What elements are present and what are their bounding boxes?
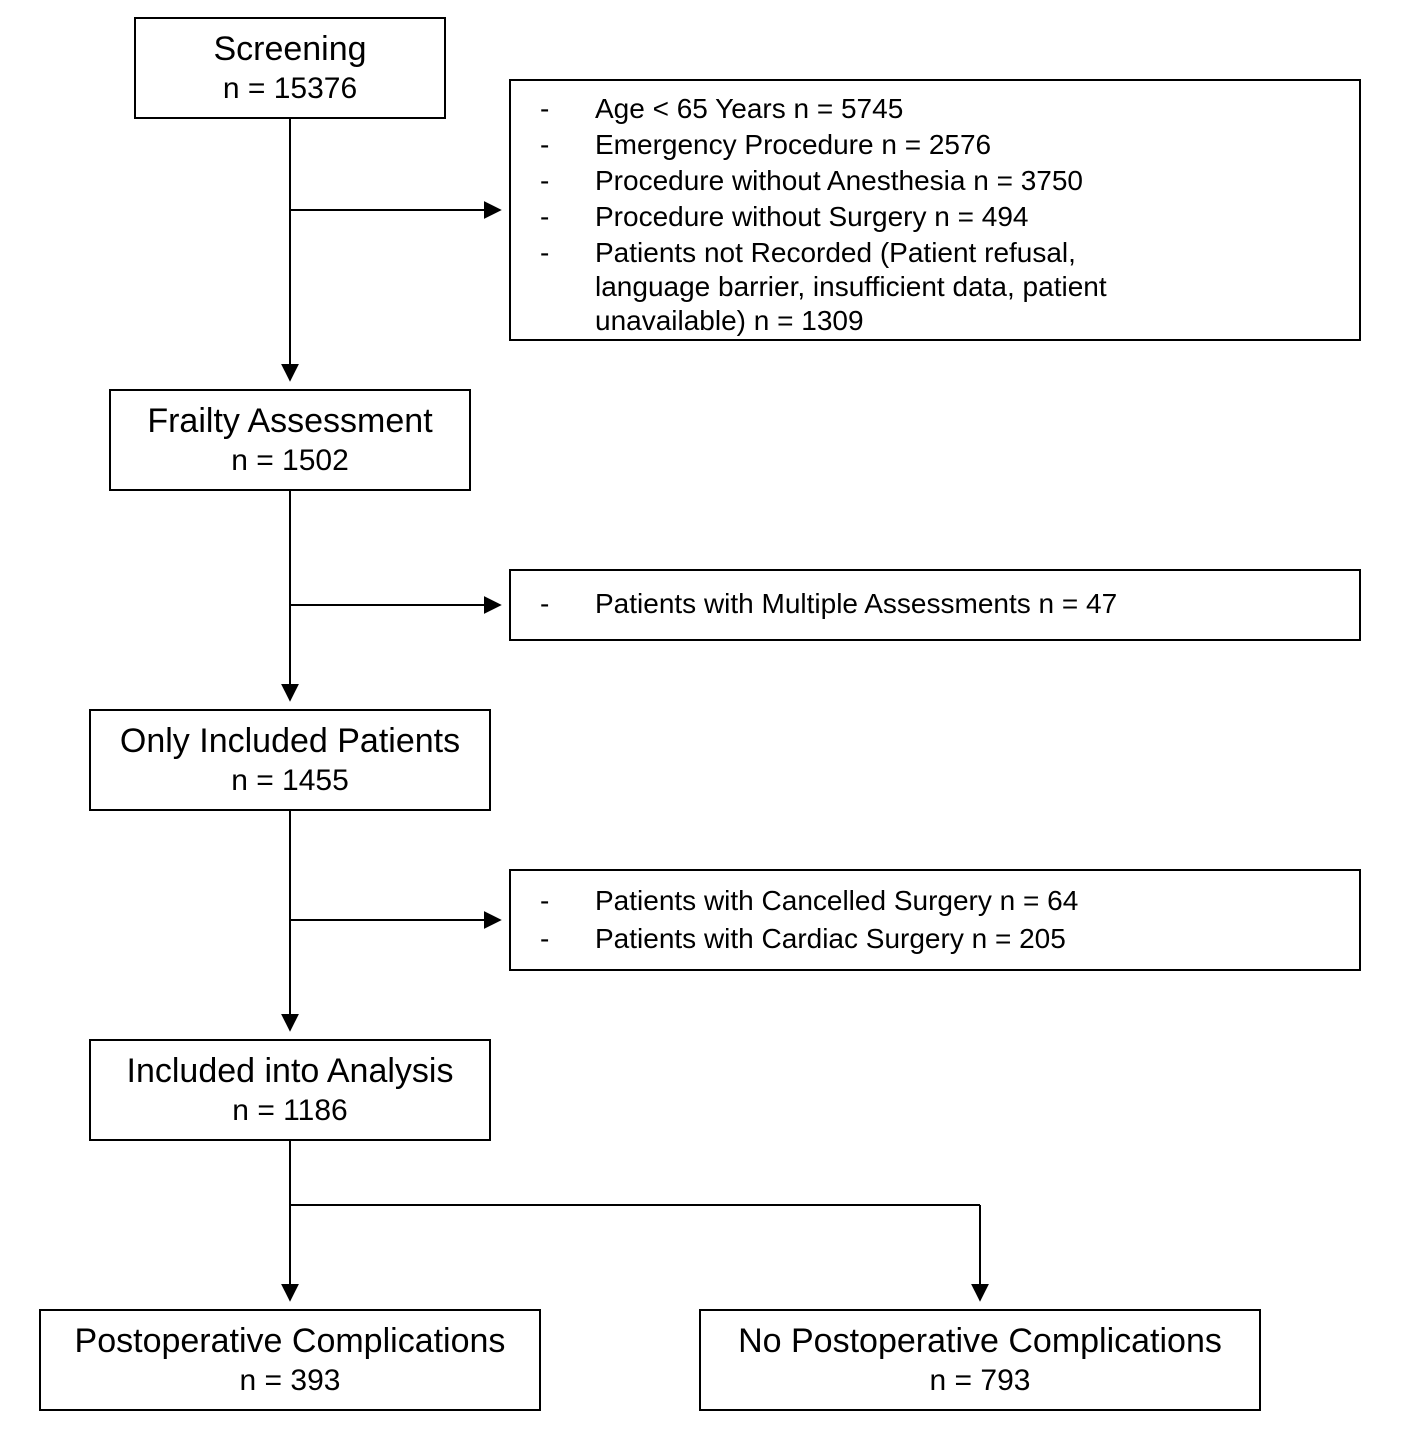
only-included-title: Only Included Patients <box>120 722 460 760</box>
only-included-n: n = 1455 <box>231 764 349 797</box>
exclusion-box-2: - Patients with Multiple Assessments n =… <box>510 570 1360 640</box>
ex1-item-2: Procedure without Anesthesia n = 3750 <box>595 165 1083 196</box>
ex1-item-1: Emergency Procedure n = 2576 <box>595 129 991 160</box>
ex1-item-3: Procedure without Surgery n = 494 <box>595 201 1028 232</box>
screening-n: n = 15376 <box>223 72 357 105</box>
svg-text:-: - <box>540 237 549 268</box>
node-frailty: Frailty Assessment n = 1502 <box>110 390 470 490</box>
exclusion-box-3: - Patients with Cancelled Surgery n = 64… <box>510 870 1360 970</box>
node-no-postop-complications: No Postoperative Complications n = 793 <box>700 1310 1260 1410</box>
node-only-included: Only Included Patients n = 1455 <box>90 710 490 810</box>
frailty-title: Frailty Assessment <box>147 402 433 440</box>
svg-text:-: - <box>540 923 549 954</box>
ex1-item-4-l0: Patients not Recorded (Patient refusal, <box>595 237 1076 268</box>
ex2-item-0: Patients with Multiple Assessments n = 4… <box>595 588 1117 619</box>
node-screening: Screening n = 15376 <box>135 18 445 118</box>
svg-text:-: - <box>540 588 549 619</box>
ex3-item-0: Patients with Cancelled Surgery n = 64 <box>595 885 1078 916</box>
ex1-item-0: Age < 65 Years n = 5745 <box>595 93 903 124</box>
frailty-n: n = 1502 <box>231 444 349 477</box>
node-included-analysis: Included into Analysis n = 1186 <box>90 1040 490 1140</box>
ex1-item-4-l1: language barrier, insufficient data, pat… <box>595 271 1107 302</box>
screening-title: Screening <box>213 30 366 68</box>
exclusion-box-1: - Age < 65 Years n = 5745 - Emergency Pr… <box>510 80 1360 340</box>
node-postop-complications: Postoperative Complications n = 393 <box>40 1310 540 1410</box>
svg-text:-: - <box>540 165 549 196</box>
svg-text:-: - <box>540 885 549 916</box>
ex3-item-1: Patients with Cardiac Surgery n = 205 <box>595 923 1066 954</box>
svg-text:-: - <box>540 93 549 124</box>
no-post-comp-n: n = 793 <box>930 1364 1031 1397</box>
svg-text:-: - <box>540 129 549 160</box>
included-analysis-title: Included into Analysis <box>127 1052 454 1090</box>
post-comp-title: Postoperative Complications <box>75 1322 506 1360</box>
svg-text:-: - <box>540 201 549 232</box>
ex1-item-4-l2: unavailable) n = 1309 <box>595 305 864 336</box>
post-comp-n: n = 393 <box>240 1364 341 1397</box>
no-post-comp-title: No Postoperative Complications <box>738 1322 1222 1360</box>
included-analysis-n: n = 1186 <box>232 1094 347 1127</box>
